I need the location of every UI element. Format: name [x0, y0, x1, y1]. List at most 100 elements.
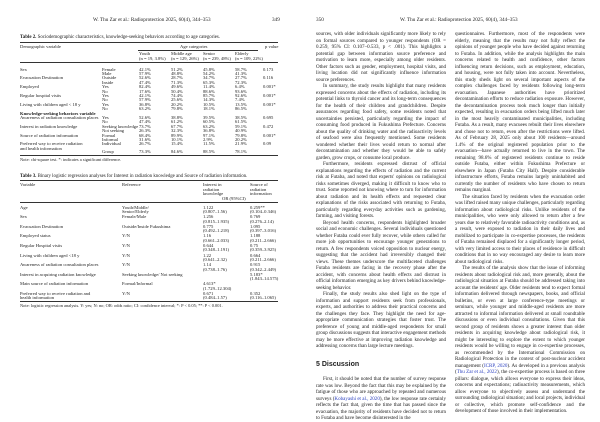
cell-value: 52.6%	[139, 114, 151, 120]
cell-p-value: 0.472	[263, 123, 274, 129]
cell-interest-or: (1.729–12.304)	[203, 285, 232, 291]
cell-value: 86.5%	[235, 106, 247, 112]
paragraph: Beyond health concerns, respondents high…	[316, 220, 446, 292]
row-reference: Y/N	[122, 252, 130, 258]
row-reference: Y/N	[122, 291, 130, 296]
cell-value: 71.3%	[171, 79, 183, 85]
row-category: No	[102, 88, 108, 94]
row-variable: Regular Hospital visits	[20, 243, 63, 248]
paragraph: In summary, the study results highlight …	[316, 83, 446, 161]
cell-value: 15.4%	[171, 141, 183, 147]
age-column-n: (n = 109, 22%)	[235, 56, 263, 61]
row-reference: Outside/Inside Fukushima	[122, 223, 171, 229]
citation-link[interactable]: ICRP, 2020	[483, 362, 508, 369]
cell-source-or: (0.211–2.666)	[250, 237, 276, 243]
column-header-age-categories: Age categories	[180, 44, 208, 49]
row-reference: Formal/Informal	[122, 281, 153, 287]
cell-interest-or: 0.671	[203, 291, 214, 296]
cell-value: 36.8%	[203, 128, 215, 134]
paragraph: Finally, the study results also shed lig…	[316, 291, 446, 350]
cell-value: 6.4%	[235, 84, 245, 90]
row-category: Not seeking	[102, 128, 125, 134]
column-header-p-value: p value	[265, 44, 279, 49]
row-category: Informal	[102, 136, 119, 142]
cell-source-or: 0.664	[250, 252, 261, 258]
cell-value: 60.5%	[203, 119, 215, 125]
citation-link[interactable]: Kobayashi et al., 2020	[334, 395, 380, 402]
cell-value: 26.3%	[139, 128, 151, 134]
cell-p-value: 0.001*	[263, 132, 276, 138]
cell-value: 17.6%	[139, 88, 151, 94]
row-category: No	[102, 106, 108, 112]
cell-value: 54.2%	[203, 70, 215, 76]
citation-link[interactable]: Thu Zar et al., 2022	[456, 369, 497, 375]
cell-value: 11.5%	[203, 141, 215, 147]
row-variable: Employed	[20, 84, 39, 90]
cell-value: 88.6%	[203, 88, 215, 94]
cell-value: 61.5%	[235, 119, 247, 125]
cell-value: 39.5%	[203, 114, 215, 120]
cell-value: 10.1%	[171, 136, 183, 142]
cell-value: 38.5%	[235, 114, 247, 120]
cell-value: 7.4%	[235, 97, 245, 103]
row-category: Yes	[102, 114, 109, 120]
left-page: W. Thu Zar et al.: Radioprotection 2025,…	[0, 0, 300, 400]
cell-source-or: (0.104–0.346)	[250, 208, 277, 214]
cell-value: 79.8%	[235, 132, 247, 138]
row-reference: Youth/Middle/	[122, 204, 149, 210]
row-variable: Sex	[20, 214, 27, 220]
cell-value: 13.5%	[235, 101, 247, 107]
cell-value: 36.8%	[139, 101, 151, 107]
row-reference: Senior/Elderly	[122, 208, 149, 214]
age-column-name: Elderly	[235, 51, 249, 56]
paragraph: questionnaires. Furthermore, most of the…	[455, 31, 585, 194]
table-rule	[20, 42, 278, 43]
row-category: Female	[102, 66, 116, 72]
column-header-variable: Variable	[20, 182, 36, 188]
cell-value: 58.7%	[235, 66, 247, 72]
cell-source-or: 5.183*	[250, 271, 263, 277]
cell-p-value: 0.695	[263, 114, 274, 120]
row-variable: Evacuation Destination	[20, 75, 63, 81]
cell-source-or: 1.188	[250, 233, 261, 239]
row-reference: Y/N	[122, 233, 130, 239]
table3-caption: Table 3. Binary logistic regression anal…	[20, 174, 247, 179]
cell-value: 21.9%	[235, 141, 247, 147]
paragraph-text: ), the co-expertise process is based on …	[455, 369, 585, 414]
cell-value: 14.3%	[203, 97, 215, 103]
cell-value: 67.7%	[171, 123, 183, 129]
paragraph: Furthermore, residents expressed distrus…	[316, 161, 446, 220]
cell-value: 72.3%	[235, 79, 247, 85]
row-reference: Y/N	[122, 243, 130, 248]
paragraph: The situation faced by residents when th…	[455, 194, 585, 266]
cell-value: 65.3%	[203, 79, 215, 85]
row-variable: Preferred way to receive radiation and	[20, 291, 91, 296]
cell-interest-or: 1.14	[203, 262, 212, 268]
cell-p-value: 0.116	[263, 75, 274, 81]
cell-source-or: (0.211–2.666)	[250, 256, 276, 262]
table2-note: Note: chi-square test. *: indicates a si…	[20, 157, 122, 163]
cell-source-or: 0.259**	[250, 204, 265, 210]
cell-value: 27.7%	[235, 75, 247, 81]
row-reference: Female/Male	[122, 214, 147, 220]
cell-value: 41.3%	[235, 70, 247, 76]
cell-p-value: 0.09	[263, 141, 272, 147]
table-rule	[20, 180, 278, 182]
row-category: Yes	[102, 84, 109, 90]
cell-interest-or: 4.613*	[203, 281, 216, 287]
row-category: Formal	[102, 132, 116, 138]
cell-interest-or: (0.492–1.218)	[203, 228, 230, 234]
table2-caption: Table 2. Sociodemographic characteristic…	[20, 35, 220, 40]
cell-interest-or: 0.775	[203, 223, 214, 229]
cell-interest-or: (0.738–1.76)	[203, 266, 227, 272]
row-category: Outside	[102, 75, 117, 81]
age-column-name: Senior	[203, 51, 215, 56]
paragraph-text: questionnaires. Furthermore, most of the…	[455, 31, 585, 193]
table2-caption-text: Sociodemographic characteristics, knowle…	[37, 35, 221, 40]
age-column-n: (n = 19, 3.8%)	[139, 56, 166, 61]
age-column-n: (n = 129, 26%)	[171, 56, 199, 61]
row-category: Yes	[102, 101, 109, 107]
paragraph-text: Furthermore, residents expressed distrus…	[316, 161, 446, 219]
cell-source-or: (1.843–14.575)	[250, 276, 279, 282]
cell-value: 93.6%	[235, 88, 247, 94]
